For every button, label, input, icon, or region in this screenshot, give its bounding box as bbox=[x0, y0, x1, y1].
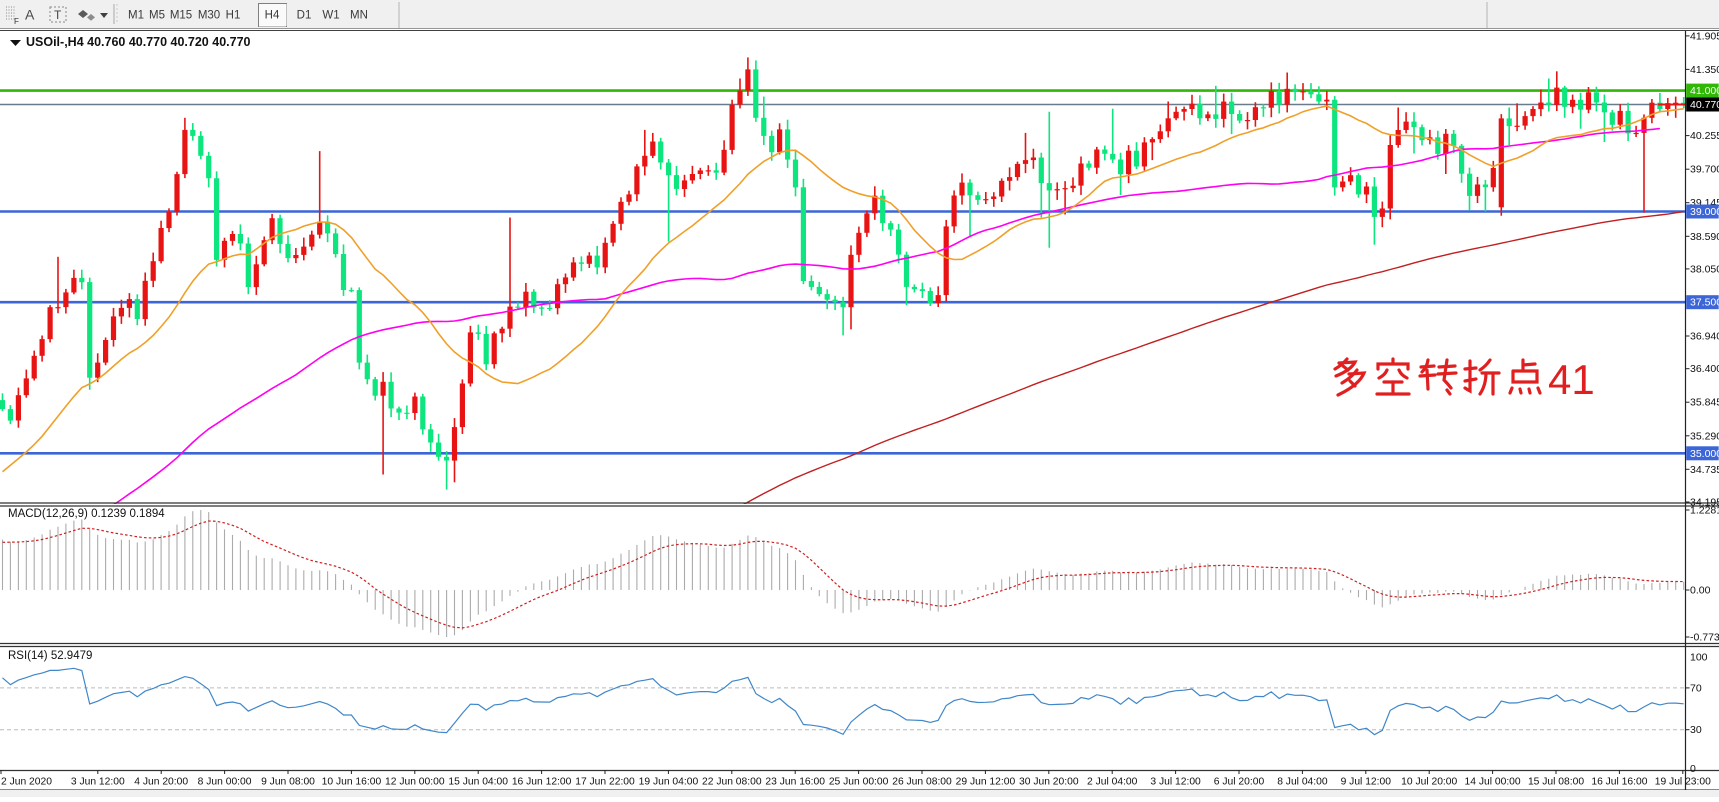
svg-text:MACD(12,26,9) 0.1239 0.1894: MACD(12,26,9) 0.1239 0.1894 bbox=[8, 508, 165, 520]
svg-text:RSI(14) 52.9479: RSI(14) 52.9479 bbox=[8, 650, 92, 662]
svg-text:35.000: 35.000 bbox=[1690, 448, 1719, 460]
svg-text:39.700: 39.700 bbox=[1690, 164, 1719, 176]
svg-text:70: 70 bbox=[1690, 682, 1702, 694]
svg-text:35.290: 35.290 bbox=[1690, 430, 1719, 442]
svg-text:4 Jun 20:00: 4 Jun 20:00 bbox=[134, 777, 188, 788]
svg-text:3 Jul 12:00: 3 Jul 12:00 bbox=[1150, 777, 1201, 788]
svg-text:MN: MN bbox=[350, 10, 368, 22]
svg-text:F: F bbox=[14, 17, 19, 26]
svg-text:30: 30 bbox=[1690, 724, 1702, 736]
svg-text:19 Jul 23:00: 19 Jul 23:00 bbox=[1655, 777, 1711, 788]
svg-text:16 Jun 12:00: 16 Jun 12:00 bbox=[512, 777, 572, 788]
svg-text:1.2281: 1.2281 bbox=[1690, 505, 1719, 517]
svg-text:0: 0 bbox=[1690, 763, 1696, 775]
svg-text:M5: M5 bbox=[149, 10, 165, 22]
svg-text:41.000: 41.000 bbox=[1690, 85, 1719, 97]
svg-text:9 Jul 12:00: 9 Jul 12:00 bbox=[1341, 777, 1392, 788]
svg-text:H1: H1 bbox=[226, 10, 241, 22]
svg-text:USOil-,H4 40.760 40.770 40.72: USOil-,H4 40.760 40.770 40.720 40.770 bbox=[26, 35, 251, 49]
svg-text:41: 41 bbox=[1548, 356, 1595, 403]
svg-text:22 Jun 08:00: 22 Jun 08:00 bbox=[702, 777, 762, 788]
svg-text:41.350: 41.350 bbox=[1690, 64, 1719, 76]
svg-text:37.500: 37.500 bbox=[1690, 297, 1719, 309]
svg-text:2 Jul 04:00: 2 Jul 04:00 bbox=[1087, 777, 1138, 788]
svg-text:29 Jun 12:00: 29 Jun 12:00 bbox=[956, 777, 1016, 788]
svg-text:M15: M15 bbox=[170, 10, 192, 22]
svg-text:H4: H4 bbox=[265, 10, 280, 22]
svg-text:14 Jul 00:00: 14 Jul 00:00 bbox=[1465, 777, 1521, 788]
svg-text:40.255: 40.255 bbox=[1690, 130, 1719, 142]
svg-text:26 Jun 08:00: 26 Jun 08:00 bbox=[892, 777, 952, 788]
svg-text:36.400: 36.400 bbox=[1690, 363, 1719, 375]
svg-text:3 Jun 12:00: 3 Jun 12:00 bbox=[71, 777, 125, 788]
svg-text:M30: M30 bbox=[198, 10, 220, 22]
svg-text:-0.7738: -0.7738 bbox=[1690, 632, 1719, 644]
svg-text:19 Jun 04:00: 19 Jun 04:00 bbox=[639, 777, 699, 788]
svg-text:34.735: 34.735 bbox=[1690, 464, 1719, 476]
svg-text:16 Jul 16:00: 16 Jul 16:00 bbox=[1591, 777, 1647, 788]
svg-text:2 Jun 2020: 2 Jun 2020 bbox=[1, 777, 52, 788]
svg-text:0.00: 0.00 bbox=[1690, 585, 1711, 597]
svg-text:30 Jun 20:00: 30 Jun 20:00 bbox=[1019, 777, 1079, 788]
svg-text:T: T bbox=[54, 8, 62, 22]
svg-text:41.905: 41.905 bbox=[1690, 30, 1719, 42]
svg-text:36.940: 36.940 bbox=[1690, 331, 1719, 343]
svg-text:D1: D1 bbox=[297, 10, 312, 22]
svg-text:40.770: 40.770 bbox=[1690, 99, 1719, 111]
svg-text:15 Jun 04:00: 15 Jun 04:00 bbox=[448, 777, 508, 788]
svg-text:8 Jul 04:00: 8 Jul 04:00 bbox=[1277, 777, 1328, 788]
svg-text:39.000: 39.000 bbox=[1690, 206, 1719, 218]
svg-text:8 Jun 00:00: 8 Jun 00:00 bbox=[198, 777, 252, 788]
svg-text:38.590: 38.590 bbox=[1690, 231, 1719, 243]
svg-text:6 Jul 20:00: 6 Jul 20:00 bbox=[1214, 777, 1265, 788]
svg-text:23 Jun 16:00: 23 Jun 16:00 bbox=[765, 777, 825, 788]
svg-text:M1: M1 bbox=[128, 10, 144, 22]
svg-text:35.845: 35.845 bbox=[1690, 397, 1719, 409]
svg-text:15 Jul 08:00: 15 Jul 08:00 bbox=[1528, 777, 1584, 788]
svg-text:10 Jun 16:00: 10 Jun 16:00 bbox=[322, 777, 382, 788]
svg-text:A: A bbox=[25, 7, 35, 23]
svg-text:25 Jun 00:00: 25 Jun 00:00 bbox=[829, 777, 889, 788]
svg-text:W1: W1 bbox=[322, 10, 339, 22]
svg-text:10 Jul 20:00: 10 Jul 20:00 bbox=[1401, 777, 1457, 788]
svg-text:17 Jun 22:00: 17 Jun 22:00 bbox=[575, 777, 635, 788]
svg-text:38.050: 38.050 bbox=[1690, 263, 1719, 275]
svg-text:12 Jun 00:00: 12 Jun 00:00 bbox=[385, 777, 445, 788]
svg-text:34.195: 34.195 bbox=[1690, 497, 1719, 509]
svg-text:100: 100 bbox=[1690, 652, 1708, 664]
svg-text:9 Jun 08:00: 9 Jun 08:00 bbox=[261, 777, 315, 788]
